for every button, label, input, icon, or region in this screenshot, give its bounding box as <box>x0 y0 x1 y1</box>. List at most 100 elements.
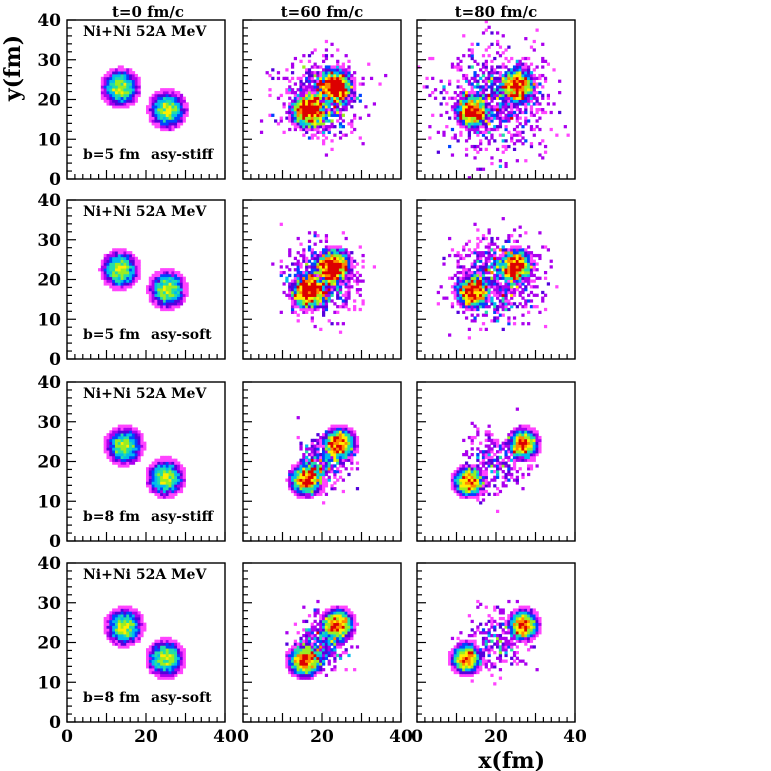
density-cell <box>336 251 340 255</box>
density-cell <box>296 88 300 92</box>
density-cell <box>535 82 539 86</box>
density-cell <box>129 438 133 443</box>
density-cell <box>313 122 317 126</box>
density-cell <box>123 636 127 641</box>
density-cell <box>313 487 317 491</box>
density-cell <box>484 444 488 448</box>
density-cell <box>338 455 343 460</box>
density-cell <box>288 273 292 278</box>
density-cell <box>288 248 292 252</box>
density-cell <box>512 438 517 443</box>
density-cell <box>361 265 365 269</box>
density-cell <box>535 119 539 123</box>
density-cell <box>527 467 531 471</box>
density-cell <box>470 113 474 117</box>
density-cell <box>148 282 153 286</box>
density-cell <box>470 467 474 471</box>
density-cell <box>484 288 488 292</box>
y-tick-label: 30 <box>37 231 61 251</box>
density-cell <box>126 88 130 92</box>
density-cell <box>527 293 531 297</box>
density-cell <box>310 133 314 137</box>
density-cell <box>507 438 511 443</box>
density-cell <box>496 276 500 280</box>
density-cell <box>487 248 491 252</box>
density-cell <box>353 79 357 83</box>
density-cell <box>160 90 164 95</box>
density-cell <box>504 461 508 465</box>
density-cell <box>165 125 169 129</box>
density-cell <box>473 251 477 255</box>
density-cell <box>302 73 306 78</box>
density-cell <box>501 305 505 309</box>
density-cell <box>154 296 158 300</box>
density-cell <box>299 478 303 482</box>
density-cell <box>524 139 528 143</box>
density-cell <box>524 305 528 309</box>
density-cell <box>131 430 136 434</box>
density-cell <box>319 88 323 92</box>
density-cell <box>302 302 306 306</box>
density-cell <box>515 71 519 75</box>
density-cell <box>341 68 345 72</box>
density-cell <box>464 147 469 152</box>
density-cell <box>117 455 122 460</box>
density-cell <box>490 105 494 109</box>
density-cell <box>450 276 455 280</box>
density-cell <box>174 116 178 120</box>
density-cell <box>129 622 133 626</box>
density-cell <box>347 273 351 278</box>
density-cell <box>279 265 283 269</box>
density-cell <box>527 433 531 437</box>
density-cell <box>470 484 474 488</box>
density-cell <box>510 56 514 61</box>
density-cell <box>131 461 136 465</box>
density-cell <box>324 96 329 100</box>
density-cell <box>305 464 309 468</box>
density-cell <box>481 288 486 292</box>
density-cell <box>134 88 138 92</box>
density-cell <box>439 79 443 83</box>
density-cell <box>330 102 334 106</box>
density-cell <box>459 105 463 109</box>
density-cell <box>462 288 466 292</box>
density-cell <box>162 276 167 280</box>
density-cell <box>282 282 286 286</box>
density-cell <box>131 268 136 272</box>
density-cell <box>353 259 357 263</box>
density-cell <box>106 619 110 624</box>
density-cell <box>319 71 323 75</box>
density-cell <box>453 478 457 482</box>
density-cell <box>324 54 329 58</box>
density-cell <box>490 282 494 286</box>
density-cell <box>103 616 107 621</box>
density-cell <box>114 450 119 454</box>
density-cell <box>515 478 519 482</box>
density-cell <box>112 427 116 431</box>
density-cell <box>515 99 519 103</box>
density-cell <box>330 71 334 75</box>
density-cell <box>151 642 155 646</box>
density-cell <box>476 144 480 149</box>
density-cell <box>288 96 292 100</box>
density-cell <box>324 236 329 241</box>
density-cell <box>341 438 345 443</box>
density-cell <box>129 642 133 646</box>
density-cell <box>296 435 300 440</box>
density-cell <box>271 262 275 266</box>
density-cell <box>501 245 505 249</box>
density-cell <box>338 450 343 454</box>
density-cell <box>134 76 138 81</box>
density-map <box>285 416 360 505</box>
density-cell <box>473 73 477 78</box>
density-cell <box>160 122 164 126</box>
density-cell <box>512 450 517 454</box>
density-cell <box>462 96 466 100</box>
density-cell <box>168 90 172 95</box>
density-cell <box>171 668 175 672</box>
density-cell <box>305 285 309 289</box>
density-cell <box>131 427 136 431</box>
density-cell <box>510 433 514 437</box>
density-cell <box>319 327 323 332</box>
density-cell <box>103 279 107 283</box>
